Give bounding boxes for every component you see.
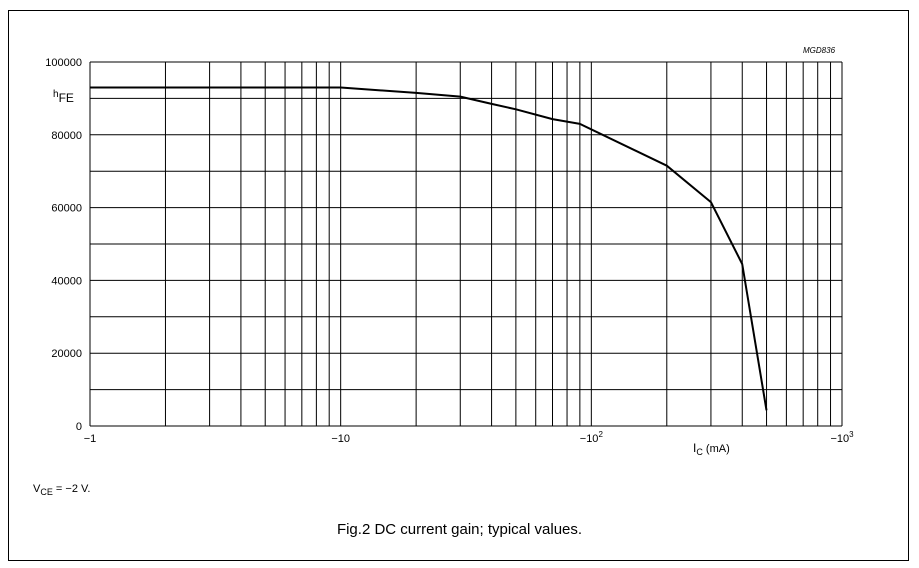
x-axis-label-unit: (mA) xyxy=(702,443,730,455)
y-tick-label: 100000 xyxy=(45,57,82,69)
condition-value: = −2 V. xyxy=(52,483,91,495)
x-tick-labels: −1 −10 −102 −103 xyxy=(84,430,854,445)
figure-caption: Fig.2 DC current gain; typical values. xyxy=(336,521,583,538)
x-tick-label: −102 xyxy=(580,430,604,445)
y-tick-labels: 0 20000 40000 60000 80000 100000 xyxy=(45,57,82,433)
condition-main: V xyxy=(33,483,41,495)
x-axis-label-base: I xyxy=(693,441,697,455)
y-axis-label-sub: FE xyxy=(58,91,74,105)
figure-reference-code: MGD836 xyxy=(803,46,836,55)
horizontal-gridlines xyxy=(90,61,842,427)
condition-sub: CE xyxy=(40,487,53,497)
y-tick-label: 40000 xyxy=(51,275,82,287)
hfe-curve xyxy=(90,86,768,411)
y-tick-label: 80000 xyxy=(51,130,82,142)
y-tick-label: 0 xyxy=(76,421,82,433)
x-tick-label: −103 xyxy=(830,430,854,445)
x-axis-label-sub: C xyxy=(696,447,703,457)
x-axis-label: IC (mA) xyxy=(693,441,730,457)
x-tick-label: −1 xyxy=(84,433,97,445)
y-axis-label-base: h xyxy=(53,89,59,100)
y-tick-label: 60000 xyxy=(51,203,82,215)
y-tick-label: 20000 xyxy=(51,348,82,360)
figure-frame xyxy=(8,10,909,561)
test-condition: VCE = −2 V. xyxy=(33,483,90,497)
x-tick-label: −10 xyxy=(331,433,350,445)
y-axis-label: hFE xyxy=(53,89,74,105)
